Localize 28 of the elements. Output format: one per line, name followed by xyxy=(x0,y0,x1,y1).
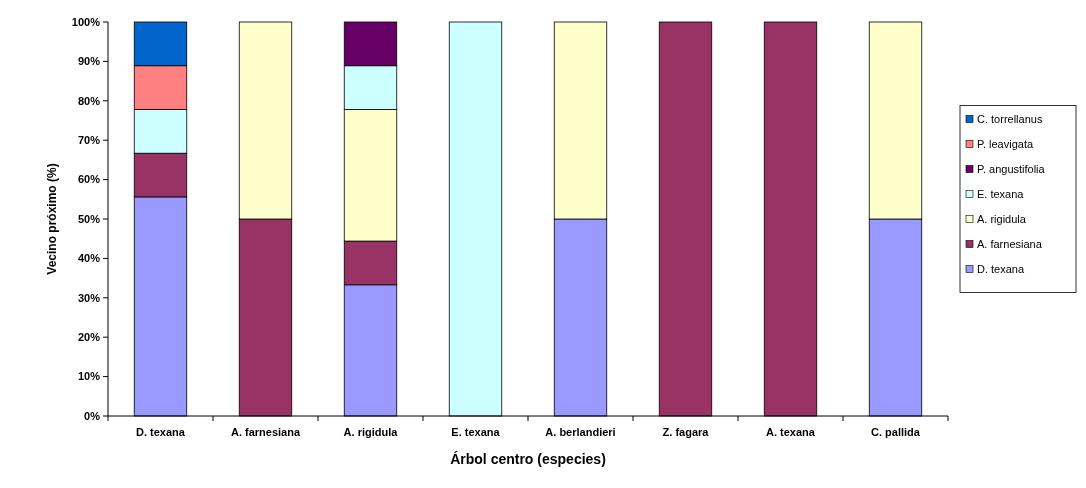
x-tick-label: Z. fagara xyxy=(662,426,710,438)
legend-label: P. angustifolia xyxy=(977,163,1046,176)
y-tick-label: 100% xyxy=(71,15,101,28)
x-tick-label: A. texana xyxy=(766,426,816,438)
y-tick-label: 10% xyxy=(77,370,101,383)
y-tick-label: 0% xyxy=(84,409,101,422)
legend-label: P. leavigata xyxy=(977,138,1034,151)
y-tick-label: 50% xyxy=(77,212,101,225)
legend-label: D. texana xyxy=(977,263,1025,276)
x-axis-title: Árbol centro (especies) xyxy=(450,451,606,467)
y-tick-label: 80% xyxy=(77,94,101,107)
y-tick-label: 40% xyxy=(77,252,101,265)
y-tick-label: 60% xyxy=(77,173,101,186)
x-tick-label: A. farnesiana xyxy=(230,426,301,438)
y-tick-label: 20% xyxy=(77,331,101,344)
legend-label: E. texana xyxy=(977,188,1025,201)
x-tick-label: D. texana xyxy=(136,426,186,438)
x-tick-label: A. berlandieri xyxy=(545,426,616,438)
x-tick-label: A. rigidula xyxy=(343,426,399,438)
legend-label: C. torrellanus xyxy=(977,113,1043,126)
y-tick-label: 90% xyxy=(77,55,101,68)
x-tick-label: E. texana xyxy=(451,426,501,438)
y-axis-title: Vecino próximo (%) xyxy=(45,163,59,275)
legend-label: A. farnesiana xyxy=(977,238,1043,251)
legend-label: A. rigidula xyxy=(977,213,1027,226)
x-tick-label: C. pallida xyxy=(871,426,921,438)
y-tick-label: 70% xyxy=(77,134,101,147)
y-tick-label: 30% xyxy=(77,291,101,304)
